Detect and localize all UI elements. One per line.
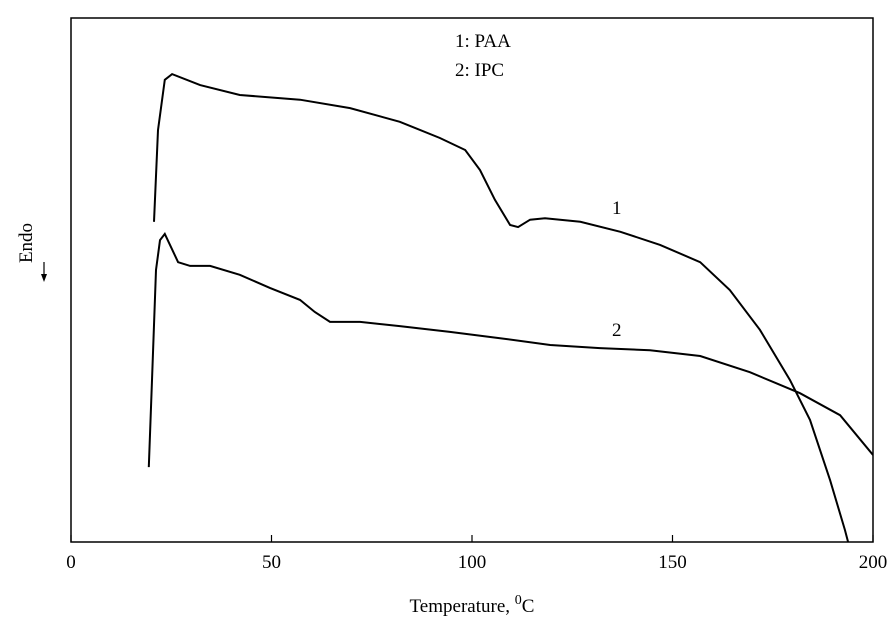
x-tick-label: 0 (66, 552, 76, 573)
x-tick-label: 100 (458, 552, 487, 573)
x-axis-label: Temperature, 0C (410, 593, 535, 617)
x-label-unit: C (522, 596, 535, 617)
x-label-text: Temperature, (410, 596, 515, 617)
curve-label: 1 (612, 198, 622, 219)
legend-entry: 1: PAA (455, 31, 511, 52)
x-tick-label: 50 (262, 552, 281, 573)
x-label-superscript: 0 (515, 593, 522, 608)
line-series (153, 72, 850, 542)
legend-entry: 2: IPC (455, 60, 504, 81)
x-tick-label: 200 (859, 552, 888, 573)
line-series (147, 231, 873, 468)
curve-label: 2 (612, 320, 622, 341)
x-tick-label: 150 (658, 552, 687, 573)
plot-frame (70, 17, 874, 543)
endo-arrow-head (41, 274, 47, 282)
y-axis-label: Endo (16, 223, 37, 263)
